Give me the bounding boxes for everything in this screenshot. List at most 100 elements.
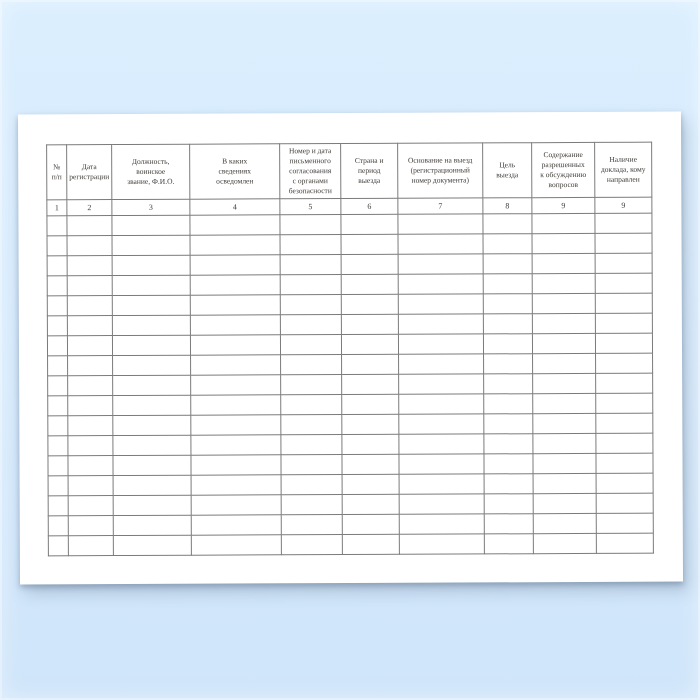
empty-cell	[483, 313, 533, 334]
empty-cell	[47, 415, 68, 436]
empty-rows-area	[46, 213, 654, 556]
empty-cell	[280, 254, 342, 275]
empty-cell	[596, 473, 654, 494]
table-row	[47, 413, 653, 436]
empty-cell	[281, 534, 343, 555]
empty-cell	[341, 394, 399, 415]
table-row	[48, 513, 654, 536]
empty-cell	[595, 253, 653, 274]
empty-cell	[190, 234, 281, 256]
empty-cell	[596, 533, 654, 554]
empty-cell	[47, 295, 68, 316]
empty-cell	[532, 393, 596, 414]
empty-cell	[47, 455, 69, 476]
empty-cell	[112, 255, 191, 276]
empty-cell	[46, 215, 68, 236]
empty-cell	[484, 513, 534, 534]
column-number-cell: 6	[340, 198, 398, 215]
header-cell: Наличие доклада, кому направлен	[594, 142, 652, 198]
empty-cell	[48, 475, 69, 496]
empty-cell	[67, 335, 113, 356]
empty-cell	[280, 414, 342, 435]
empty-cell	[68, 495, 114, 516]
column-number-cell: 2	[66, 199, 112, 216]
empty-cell	[112, 315, 191, 336]
empty-cell	[398, 273, 484, 295]
empty-cell	[190, 274, 281, 296]
empty-cell	[191, 494, 282, 516]
header-cell: Содержание разрешенных к обсуждению вопр…	[531, 142, 595, 198]
empty-cell	[482, 213, 533, 234]
empty-cell	[190, 434, 281, 456]
table-row	[47, 453, 654, 476]
empty-cell	[280, 274, 342, 295]
empty-cell	[113, 475, 192, 496]
empty-cell	[281, 494, 343, 515]
empty-cell	[112, 435, 191, 456]
empty-cell	[398, 293, 484, 315]
empty-cell	[67, 455, 114, 476]
empty-cell	[67, 435, 113, 456]
table-row	[48, 533, 654, 556]
empty-cell	[595, 453, 654, 474]
empty-cell	[47, 375, 68, 396]
empty-cell	[47, 395, 68, 416]
column-number-cell: 7	[397, 197, 483, 215]
table-row	[47, 313, 653, 336]
empty-cell	[341, 314, 399, 335]
empty-cell	[67, 275, 113, 296]
empty-cell	[68, 475, 114, 496]
empty-cell	[67, 375, 113, 396]
empty-cell	[595, 393, 653, 414]
empty-cell	[280, 354, 342, 375]
table-row	[47, 273, 653, 296]
empty-cell	[532, 293, 596, 314]
empty-cell	[190, 374, 281, 396]
empty-cell	[342, 474, 400, 495]
empty-cell	[67, 255, 113, 276]
empty-cell	[341, 234, 399, 255]
empty-cell	[532, 373, 596, 394]
empty-cell	[483, 433, 533, 454]
empty-cell	[280, 374, 342, 395]
empty-cell	[596, 493, 654, 514]
empty-cell	[398, 373, 484, 395]
column-number-cell: 1	[46, 199, 67, 216]
empty-cell	[112, 455, 192, 476]
empty-cell	[533, 473, 597, 494]
empty-cell	[483, 253, 533, 274]
empty-cell	[484, 473, 534, 494]
empty-cell	[47, 335, 68, 356]
empty-cell	[532, 253, 596, 274]
empty-cell	[341, 254, 399, 275]
empty-cell	[342, 534, 400, 555]
empty-cell	[191, 534, 282, 556]
empty-cell	[280, 234, 342, 255]
empty-cell	[340, 214, 399, 235]
empty-cell	[341, 434, 399, 455]
empty-cell	[47, 255, 68, 276]
empty-cell	[483, 233, 533, 254]
empty-cell	[190, 334, 281, 356]
table-row	[47, 433, 653, 456]
empty-cell	[280, 454, 343, 475]
empty-cell	[595, 413, 653, 434]
column-number-cell: 9	[594, 197, 652, 214]
document-sheet: № п/п Дата регистрации Должность, воинское…	[17, 111, 684, 585]
empty-cell	[399, 513, 485, 535]
column-number-cell: 3	[111, 199, 190, 216]
empty-cell	[342, 494, 400, 515]
empty-cell	[398, 313, 484, 335]
empty-cell	[483, 453, 534, 474]
empty-cell	[399, 493, 485, 515]
empty-cell	[48, 535, 69, 556]
empty-cell	[342, 514, 400, 535]
empty-cell	[190, 254, 281, 276]
header-cell: В каких сведениях осведомлен	[189, 143, 280, 200]
empty-cell	[280, 394, 342, 415]
empty-cell	[484, 533, 534, 554]
empty-cell	[47, 235, 68, 256]
empty-cell	[190, 354, 281, 376]
empty-cell	[533, 493, 597, 514]
empty-cell	[483, 293, 533, 314]
